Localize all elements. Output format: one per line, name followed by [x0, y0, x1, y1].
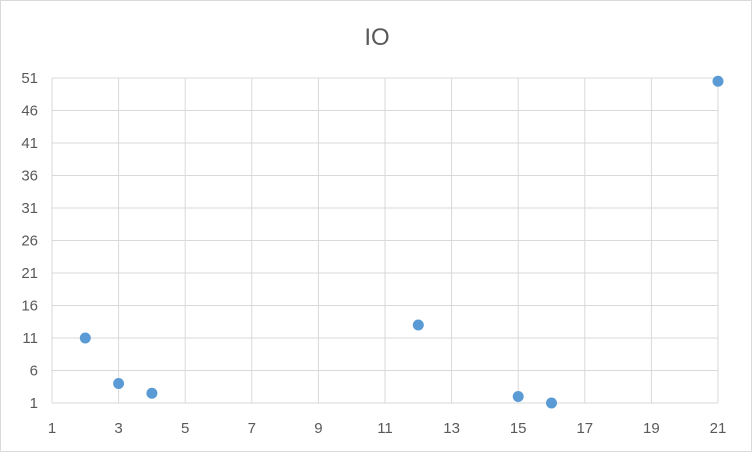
- data-point: [546, 397, 557, 409]
- x-tick-label: 3: [114, 420, 122, 437]
- data-point: [146, 387, 158, 399]
- y-tick-label: 26: [21, 233, 38, 250]
- y-tick-label: 1: [30, 395, 38, 412]
- y-tick-label: 31: [21, 200, 38, 217]
- chart-title: IO: [364, 24, 389, 51]
- x-tick-label: 11: [377, 420, 393, 437]
- y-tick-label: 51: [21, 70, 38, 87]
- x-tick-label: 19: [643, 420, 660, 437]
- x-tick-label: 13: [443, 420, 460, 437]
- data-point: [113, 378, 125, 389]
- y-tick-label: 41: [21, 135, 38, 152]
- y-tick-label: 36: [21, 168, 38, 185]
- x-tick-label: 5: [181, 420, 189, 437]
- x-tick-label: 7: [248, 420, 256, 437]
- x-tick-label: 17: [576, 420, 593, 437]
- x-tick-label: 21: [710, 420, 727, 437]
- data-point: [412, 319, 424, 331]
- y-tick-label: 46: [21, 103, 38, 120]
- y-tick-label: 21: [21, 265, 38, 282]
- x-tick-label: 9: [314, 420, 322, 437]
- y-tick-label: 11: [22, 330, 38, 347]
- y-tick-label: 6: [30, 363, 38, 380]
- x-tick-label: 15: [510, 420, 527, 437]
- data-point: [512, 391, 524, 402]
- data-point: [79, 332, 91, 344]
- data-point: [712, 75, 724, 87]
- data-points: [79, 75, 724, 409]
- y-tick-label: 16: [21, 298, 38, 315]
- x-tick-label: 1: [48, 420, 56, 437]
- gridlines: [51, 77, 719, 404]
